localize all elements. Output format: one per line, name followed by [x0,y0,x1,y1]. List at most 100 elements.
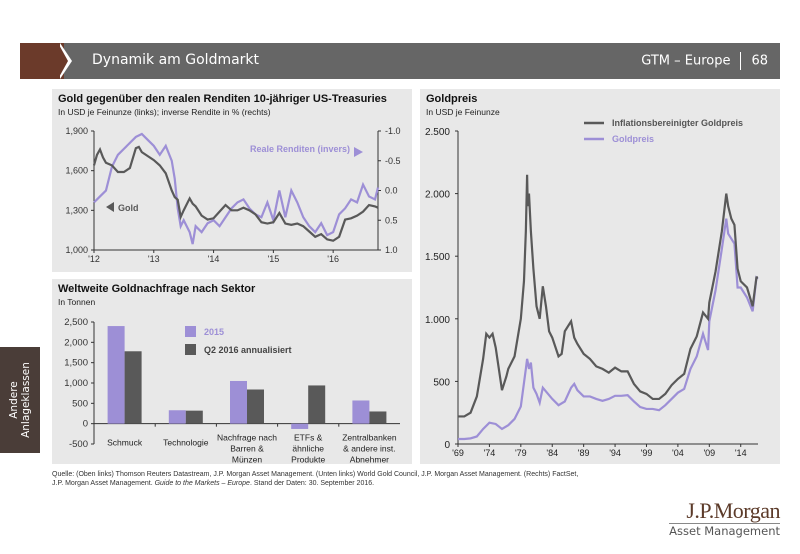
header-divider [740,52,742,70]
y-tick-label: 500 [72,398,88,409]
y-tick-label: 1,000 [64,378,88,389]
section-tab-line2: Anlageklassen [20,362,32,438]
footnote-date: . Stand der Daten: 30. September 2016. [249,480,375,487]
category-label: & andere inst. [343,444,395,454]
slide-header: Dynamik am Goldmarkt GTM – Europe 68 [20,43,780,79]
chart-subtitle: In USD je Feinunze (links); inverse Rend… [58,107,271,117]
chart-title: Gold gegenüber den realen Renditen 10-jä… [58,93,387,105]
gold-annotation: Gold [118,203,139,213]
x-tick-label: '16 [327,254,339,264]
footnote-line2: J.P. Morgan Asset Management. Guide to t… [52,479,652,488]
y-tick-label: 1.000 [425,315,450,326]
bar-q2-2016 [185,410,203,424]
real-yields-annotation: Reale Renditen (invers) [250,144,350,154]
bar-q2-2016 [247,389,264,424]
y-left-tick-label: 1,000 [65,245,88,255]
source-footnote: Quelle: (Oben links) Thomson Reuters Dat… [52,470,652,488]
y-tick-label: -500 [69,439,88,450]
chart-subtitle: In USD je Feinunze [426,107,500,117]
x-tick-label: '15 [268,254,280,264]
legend-swatch-2015 [185,326,196,337]
category-label: Münzen [232,455,263,464]
y-tick-label: 500 [433,377,450,388]
y-left-tick-label: 1,600 [65,166,88,176]
logo-subtitle: Asset Management [669,524,780,538]
gold-arrow-icon [106,202,114,212]
category-label: Schmuck [107,438,143,448]
page-number: 68 [751,53,768,69]
y-right-tick-label: -0.5 [385,156,401,166]
bar-2015 [352,400,370,424]
panel-gold-vs-yields: Gold gegenüber den realen Renditen 10-jä… [52,89,412,272]
category-label: Abnehmer [350,455,389,464]
x-tick-label: '12 [88,254,100,264]
x-tick-label: '99 [641,448,653,458]
x-tick-label: '13 [148,254,160,264]
y-right-tick-label: 1.0 [385,245,398,255]
chart-title: Weltweite Goldnachfrage nach Sektor [58,283,256,295]
bar-2015 [230,380,247,424]
legend-label-q2-2016: Q2 2016 annualisiert [204,345,292,355]
x-tick-label: '94 [609,448,621,458]
x-tick-label: '74 [484,448,496,458]
bar-2015 [168,410,186,424]
chart-gold-demand: 2,500 2,000 1,500 1,000 500 0 -500 Schmuck Techn… [64,317,400,464]
legend-label-2015: 2015 [204,327,224,337]
category-label: Technologie [163,438,209,448]
header-bar [64,43,780,79]
y-tick-label: 0 [444,440,450,451]
x-tick-label: '14 [735,448,747,458]
category-label: Zentralbanken [342,433,397,443]
bar-2015 [291,423,309,429]
bar-q2-2016 [308,385,326,424]
y-right-tick-label: -1.0 [385,126,401,136]
header-brand-block [20,43,64,79]
category-label: ETFs & [294,433,323,443]
footnote-line1: Quelle: (Oben links) Thomson Reuters Dat… [52,471,579,478]
y-right-tick-label: 0.0 [385,186,398,196]
series-real-yields-line [93,132,380,245]
page-title: Dynamik am Goldmarkt [92,52,260,68]
chart-gold-vs-yields: 1,900 1,600 1,300 1,000 -1.0 -0.5 0.0 0.5 1.0 '12… [65,126,401,264]
x-tick-label: '69 [452,448,464,458]
y-tick-label: 2,000 [64,337,88,348]
series-goldpreis-line [458,218,759,441]
series-gold-line [92,145,379,242]
chart-subtitle: In Tonnen [58,297,96,307]
chart-title: Goldpreis [426,93,478,105]
y-tick-label: 2.500 [425,127,450,138]
jpmorgan-logo: J.P.Morgan Asset Management [669,500,780,539]
y-tick-label: 2.000 [425,190,450,201]
chart-gold-price: 2.500 2.000 1.500 1.000 500 0'69 '74 '79 '84 '89 '… [425,118,759,458]
legend-swatch-q2-2016 [185,344,196,355]
real-yields-arrow-icon [354,147,363,157]
y-tick-label: 0 [83,419,88,430]
category-label: Produkte [291,455,325,464]
footnote-publication: Guide to the Markets – Europe [154,480,250,487]
panel-gold-price: Goldpreis In USD je Feinunze 2.500 2.000 1… [420,89,780,464]
panel-gold-demand: Weltweite Goldnachfrage nach Sektor In T… [52,279,412,464]
header-meta: GTM – Europe 68 [641,52,768,70]
category-label: ähnliche [292,444,324,454]
y-tick-label: 1,500 [64,358,88,369]
y-left-tick-label: 1,900 [65,126,88,136]
series-inflation-adjusted-line [458,174,758,418]
x-tick-label: '14 [208,254,220,264]
legend-label-inflation-adjusted: Inflationsbereinigter Goldpreis [612,118,743,128]
category-label: Barren & [230,444,264,454]
y-tick-label: 2,500 [64,317,88,328]
header-chevron-fill [58,43,68,79]
footnote-text: J.P. Morgan Asset Management. [52,480,155,487]
logo-wordmark: J.P.Morgan [669,500,780,524]
x-tick-label: '09 [703,448,715,458]
section-tab[interactable]: Andere Anlageklassen [0,347,40,453]
x-tick-label: '84 [546,448,558,458]
bar-2015 [107,326,125,424]
y-right-tick-label: 0.5 [385,215,398,225]
section-tab-label: Andere Anlageklassen [8,362,32,438]
x-tick-label: '79 [515,448,527,458]
edition-label: GTM – Europe [641,53,731,69]
x-tick-label: '04 [672,448,684,458]
legend-label-goldpreis: Goldpreis [612,134,654,144]
x-tick-label: '89 [578,448,590,458]
